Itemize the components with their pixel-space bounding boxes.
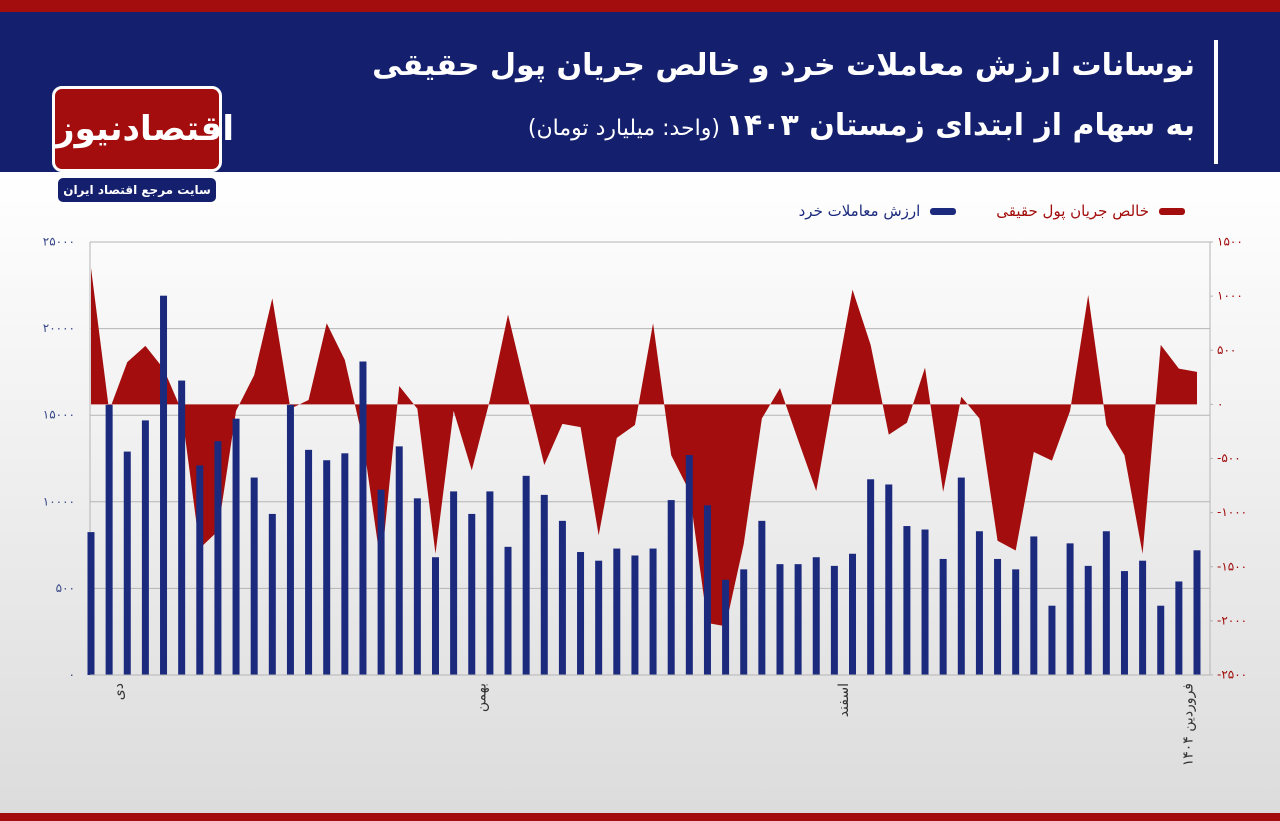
bar bbox=[268, 513, 276, 675]
bar bbox=[1175, 581, 1183, 675]
bar bbox=[903, 526, 911, 675]
bar bbox=[975, 531, 983, 675]
bar bbox=[885, 484, 893, 675]
bar bbox=[577, 552, 585, 675]
legend-swatch bbox=[1159, 207, 1185, 215]
bar bbox=[395, 446, 403, 675]
legend-label: خالص جریان پول حقیقی bbox=[996, 202, 1149, 220]
bar bbox=[341, 453, 349, 675]
x-tick-label: بهمن bbox=[474, 683, 490, 712]
bar bbox=[214, 441, 222, 675]
y2-tick-label: -۲۵۰۰ bbox=[1217, 668, 1247, 682]
bar bbox=[540, 494, 548, 675]
bar bbox=[323, 460, 331, 675]
footer-stripe bbox=[0, 813, 1280, 821]
bar bbox=[141, 420, 149, 675]
bar bbox=[1120, 571, 1128, 675]
legend-swatch bbox=[930, 207, 957, 215]
bar bbox=[1048, 605, 1056, 675]
bar bbox=[468, 513, 476, 675]
y2-tick-label: ۵۰۰ bbox=[1217, 343, 1236, 357]
bar bbox=[486, 491, 494, 675]
y-tick-label: ۱۵۰۰۰ bbox=[43, 408, 75, 422]
y2-tick-label: -۲۰۰۰ bbox=[1217, 613, 1247, 627]
bar bbox=[250, 477, 258, 675]
y-tick-label: ۰ bbox=[69, 668, 75, 682]
y2-tick-label: -۱۵۰۰ bbox=[1217, 559, 1247, 573]
x-tick-label: فروردین ۱۴۰۴ bbox=[1181, 683, 1197, 766]
bar bbox=[1084, 565, 1092, 675]
chart-background bbox=[0, 172, 1280, 813]
bar bbox=[685, 455, 693, 675]
bar bbox=[939, 558, 947, 675]
legend-label: ارزش معاملات خرد bbox=[798, 202, 921, 220]
y2-tick-label: -۱۰۰۰ bbox=[1217, 505, 1247, 519]
bar bbox=[178, 380, 186, 675]
legend-item: ارزش معاملات خرد bbox=[799, 202, 957, 220]
y-tick-label: ۲۰۰۰۰ bbox=[43, 321, 75, 335]
bar bbox=[631, 555, 639, 675]
bar bbox=[740, 569, 748, 675]
bar bbox=[830, 565, 838, 675]
title: نوسانات ارزش معاملات خرد و خالص جریان پو… bbox=[372, 48, 1195, 83]
bar bbox=[921, 529, 929, 675]
subtitle: به سهام از ابتدای زمستان ۱۴۰۳ (واحد: میل… bbox=[528, 108, 1195, 143]
title-line-2: به سهام از ابتدای زمستان ۱۴۰۳ bbox=[725, 108, 1195, 143]
logo-tagline: سایت مرجع اقتصاد ایران bbox=[58, 178, 216, 202]
bar bbox=[994, 558, 1002, 675]
bar bbox=[812, 557, 820, 675]
bar bbox=[667, 500, 675, 675]
bar bbox=[377, 489, 385, 675]
y2-tick-label: ۰ bbox=[1217, 397, 1223, 411]
bar bbox=[359, 361, 367, 675]
bar bbox=[196, 465, 204, 675]
bar bbox=[867, 479, 875, 675]
bar bbox=[1030, 536, 1038, 675]
bar bbox=[286, 404, 294, 675]
bar bbox=[431, 557, 439, 675]
y-tick-label: ۲۵۰۰۰ bbox=[43, 235, 75, 249]
bar bbox=[722, 579, 730, 675]
bar bbox=[794, 564, 802, 675]
y-tick-label: ۱۰۰۰۰ bbox=[43, 494, 75, 508]
bar bbox=[613, 548, 621, 675]
bar bbox=[1102, 531, 1110, 675]
bar bbox=[522, 475, 530, 675]
x-tick-label: دی bbox=[111, 683, 127, 700]
bar bbox=[649, 548, 657, 675]
bar bbox=[1193, 550, 1201, 675]
bar bbox=[504, 546, 512, 675]
bar bbox=[957, 477, 965, 675]
y2-tick-label: -۵۰۰ bbox=[1217, 451, 1241, 465]
legend-item: خالص جریان پول حقیقی bbox=[996, 202, 1185, 220]
bar bbox=[776, 564, 784, 675]
divider bbox=[1214, 40, 1218, 164]
bar bbox=[87, 532, 95, 675]
bar bbox=[450, 491, 458, 675]
y2-tick-label: ۱۵۰۰ bbox=[1217, 235, 1243, 249]
bar bbox=[758, 520, 766, 675]
bar bbox=[1012, 569, 1020, 675]
bar bbox=[595, 560, 603, 675]
y2-tick-label: ۱۰۰۰ bbox=[1217, 289, 1243, 303]
bar bbox=[558, 520, 566, 675]
bar bbox=[703, 505, 711, 675]
bar bbox=[232, 418, 240, 675]
x-tick-label: اسفند bbox=[836, 683, 852, 717]
bar bbox=[1139, 560, 1147, 675]
legend: خالص جریان پول حقیقی ارزش معاملات خرد bbox=[799, 202, 1185, 220]
bar bbox=[123, 451, 131, 675]
bar bbox=[849, 553, 857, 675]
bar bbox=[1157, 605, 1165, 675]
bar bbox=[305, 449, 313, 675]
y-tick-label: ۵۰۰ bbox=[56, 581, 75, 595]
logo: اقتصادنیوز bbox=[52, 86, 234, 172]
bar bbox=[413, 498, 421, 675]
unit: (واحد: میلیارد تومان) bbox=[527, 116, 720, 141]
bar bbox=[160, 295, 168, 675]
bar bbox=[1066, 543, 1074, 675]
bar bbox=[105, 404, 113, 675]
